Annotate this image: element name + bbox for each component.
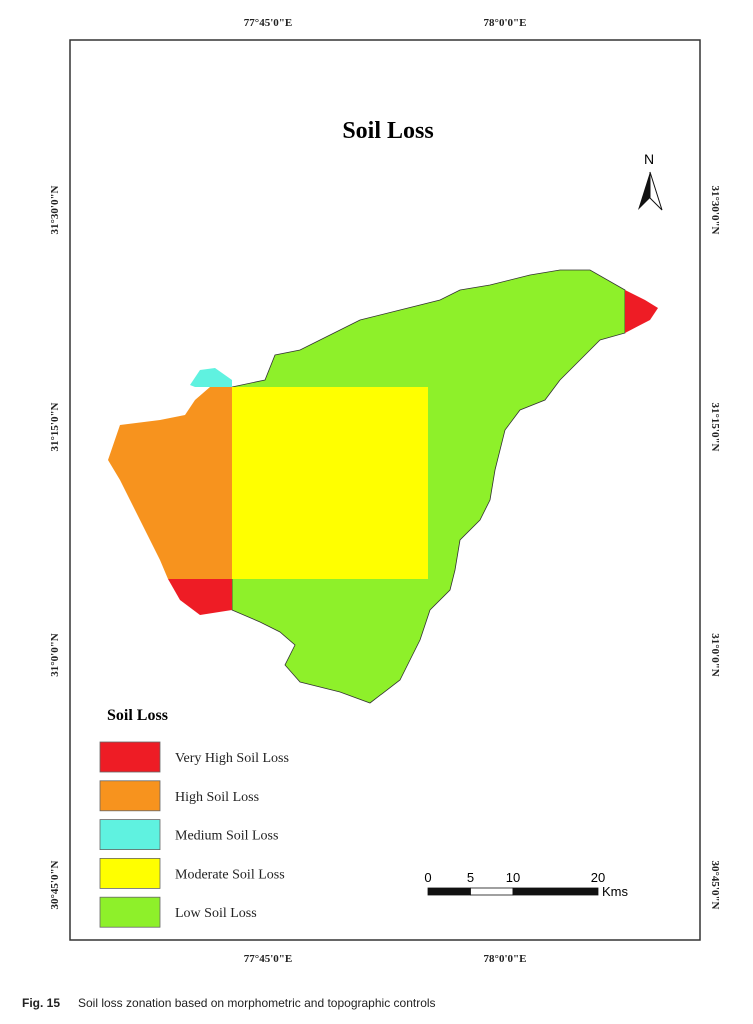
scale-segment (512, 887, 599, 896)
north-label: N (644, 151, 654, 167)
legend-label: High Soil Loss (175, 790, 259, 805)
lat-label: 30°45'0"N (709, 860, 721, 909)
lon-label: 78°0'0"E (484, 17, 527, 29)
lat-label: 31°0'0"N (709, 633, 721, 677)
legend-label: Medium Soil Loss (175, 829, 278, 844)
legend-label: Very High Soil Loss (175, 751, 289, 766)
regions (108, 269, 658, 704)
legend-swatch (99, 858, 161, 889)
scale-tick-label: 5 (467, 870, 474, 885)
region-high (108, 387, 232, 579)
scale-segment (470, 887, 514, 896)
north-arrow-left (638, 172, 650, 210)
lat-label: 31°30'0"N (709, 185, 721, 234)
lat-label: 31°0'0"N (49, 633, 61, 677)
legend-title: Soil Loss (107, 707, 168, 724)
legend-swatch (99, 896, 161, 928)
region-low (231, 269, 626, 704)
legend-label: Moderate Soil Loss (175, 867, 285, 882)
north-arrow: N (638, 151, 663, 211)
legend-swatch (99, 819, 161, 850)
lat-label: 31°15'0"N (49, 402, 61, 451)
scale-unit: Kms (602, 884, 629, 899)
region-moderate (232, 387, 428, 579)
lat-label: 31°30'0"N (49, 185, 61, 234)
scale-segment (427, 887, 471, 896)
north-arrow-right (649, 171, 663, 211)
legend-swatch (99, 780, 161, 812)
region-very-high (625, 290, 658, 333)
scale-tick-label: 10 (506, 870, 520, 885)
scale-tick-label: 20 (591, 870, 605, 885)
caption-label: Fig. 15 (22, 996, 60, 1010)
scale-tick-label: 0 (424, 870, 431, 885)
lon-label: 78°0'0"E (484, 953, 527, 965)
lat-label: 31°15'0"N (709, 402, 721, 451)
caption-text: Soil loss zonation based on morphometric… (78, 996, 436, 1010)
region-very-high (168, 579, 232, 615)
legend-label: Low Soil Loss (175, 906, 257, 921)
lon-label: 77°45'0"E (244, 953, 292, 965)
region-medium (190, 368, 232, 387)
lon-label: 77°45'0"E (244, 17, 292, 29)
map-title: Soil Loss (342, 118, 433, 144)
lat-label: 30°45'0"N (49, 860, 61, 909)
legend-swatch (99, 741, 161, 773)
